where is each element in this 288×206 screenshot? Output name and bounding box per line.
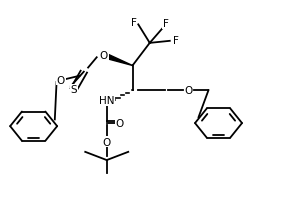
Text: F: F [131,18,137,28]
Text: O: O [57,76,65,85]
Text: S: S [71,85,77,95]
Text: O: O [103,137,111,147]
Text: HN: HN [99,96,115,106]
Polygon shape [102,54,132,66]
Text: O: O [100,51,108,61]
Text: F: F [162,19,168,29]
Text: F: F [173,36,179,46]
Text: O: O [184,86,193,96]
Text: O: O [115,118,124,128]
